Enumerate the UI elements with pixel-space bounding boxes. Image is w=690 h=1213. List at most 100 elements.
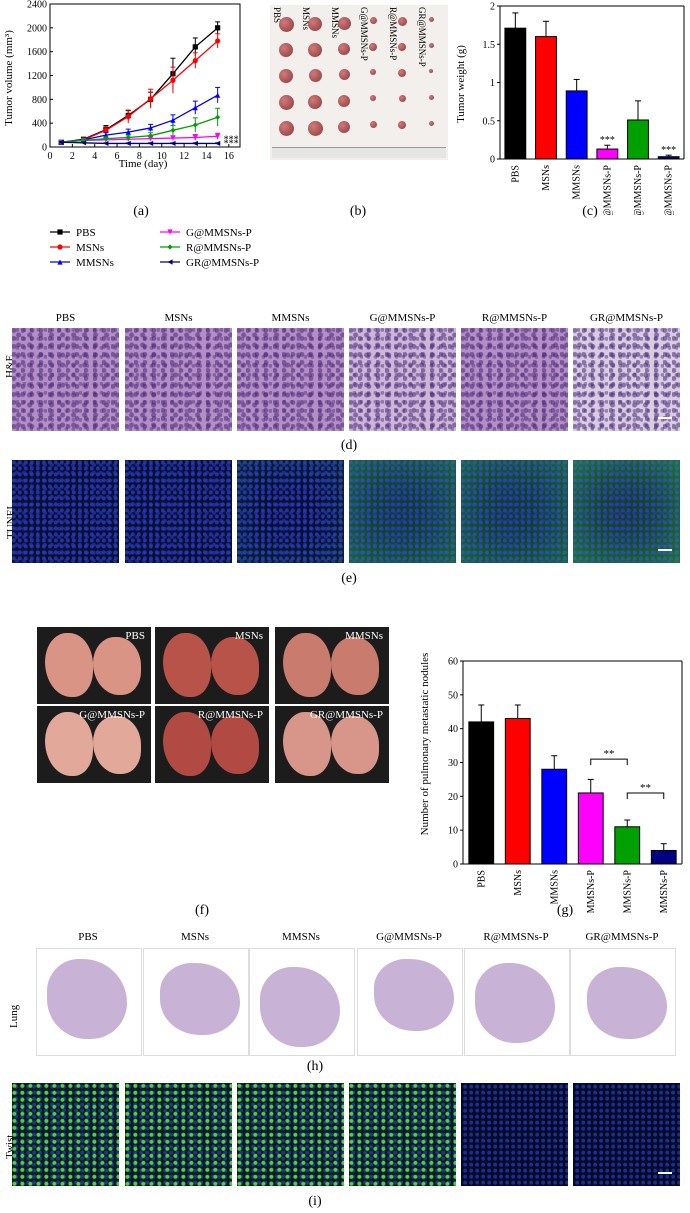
- panel-label-f: (f): [195, 903, 209, 918]
- lung-tissue: [374, 959, 454, 1031]
- twist-image: [349, 1083, 456, 1186]
- lung-lobe: [163, 633, 211, 697]
- legend-label: MSNs: [76, 242, 104, 254]
- panel-label-b: (b): [349, 204, 367, 219]
- chart-a-annotation: ***: [224, 134, 239, 145]
- tumor-specimen: [338, 69, 350, 80]
- chart-g-category-label: MMSNs: [549, 870, 560, 905]
- chart-g-significance-bracket: [626, 792, 665, 799]
- panel-label-g: (g): [556, 903, 574, 918]
- chart-a-point: [125, 129, 131, 135]
- chart-a-point: [103, 140, 109, 147]
- legend-label: R@MMSNs-P: [186, 242, 251, 254]
- chart-g-bar: [614, 826, 641, 865]
- lung-photo: MMSNs: [275, 627, 389, 704]
- chart-a-point: [192, 105, 198, 111]
- chart-c-category-label: R@MMSNs-P: [633, 165, 644, 215]
- tumor-specimen: [429, 69, 433, 73]
- lung-lobe: [45, 712, 93, 776]
- tumor-specimen: [308, 17, 322, 31]
- chart-c-category-label: PBS: [510, 165, 521, 183]
- chart-a-xtick-label: 8: [137, 151, 142, 162]
- tumor-photo-label: GR@MMSNs-P: [417, 7, 427, 67]
- chart-a-series-4: [58, 107, 221, 145]
- chart-a-point: [125, 140, 131, 147]
- chart-g-ytick-label: 60: [448, 657, 458, 668]
- chart-a-point: [192, 122, 198, 128]
- lung-section-image: [357, 948, 463, 1056]
- he-image: [125, 328, 232, 431]
- tumor-specimen: [338, 43, 350, 55]
- chart-g-significance-bracket: [590, 758, 628, 766]
- chart-a-point: [170, 77, 176, 83]
- tumor-specimen: [278, 17, 294, 32]
- scale-bar: [658, 1172, 672, 1174]
- chart-g-bar: [541, 768, 568, 865]
- he-image: [461, 328, 568, 431]
- chart-g-bar: [577, 792, 604, 865]
- lung-photo: MSNs: [155, 627, 269, 704]
- legend-marker: [167, 229, 173, 235]
- chart-a-line: [61, 94, 218, 143]
- legend-marker: [57, 244, 63, 250]
- lung-photo-label: R@MMSNs-P: [197, 709, 263, 721]
- chart-g-bar: [468, 721, 495, 865]
- chart-a-line: [61, 141, 218, 145]
- legend-marker: [167, 244, 173, 250]
- twist-image: [237, 1083, 344, 1186]
- chart-a-point: [147, 96, 154, 102]
- tunel-image: [12, 460, 119, 563]
- ruler: [272, 147, 446, 158]
- he-image: [573, 328, 680, 431]
- lung-column-label: GR@MMSNs-P: [585, 931, 659, 943]
- legend-label: G@MMSNs-P: [186, 227, 252, 239]
- he-image: [237, 328, 344, 431]
- tumor-volume-chart: 0 400 800 1200 1600 2000 2400 0 2 4 6 8 10 12 14 16 ***…: [3, 0, 241, 170]
- chart-a-point: [215, 25, 221, 31]
- twist-image: [573, 1083, 680, 1186]
- chart-a-annotation: ***: [224, 138, 239, 149]
- chart-g-category-label: G@MMSNs-P: [586, 870, 597, 913]
- chart-a-point: [192, 44, 198, 50]
- tunel-image: [349, 460, 456, 563]
- tumor-specimen: [338, 95, 350, 107]
- lung-lobe: [45, 633, 93, 697]
- he-image: [12, 328, 119, 431]
- chart-a-point: [125, 134, 131, 141]
- tumor-specimen: [370, 95, 376, 101]
- panel-label-d: (d): [340, 438, 358, 453]
- lung-lobe: [93, 716, 141, 774]
- chart-a-line: [61, 116, 218, 143]
- lung-section-image: [143, 948, 249, 1056]
- chart-a-point: [192, 134, 198, 141]
- chart-c-ytick-label: 1.5: [483, 40, 496, 51]
- lung-column-label: PBS: [78, 931, 98, 943]
- chart-a-point: [147, 125, 154, 131]
- lung-lobe: [283, 633, 331, 697]
- chart-a-series-1: [58, 33, 221, 145]
- lung-photo: GR@MMSNs-P: [275, 706, 389, 783]
- chart-a-point: [170, 127, 176, 133]
- chart-g-bar: [504, 718, 531, 865]
- tumor-specimen: [428, 121, 434, 126]
- lung-tissue: [160, 963, 240, 1035]
- legend-label: GR@MMSNs-P: [186, 257, 259, 269]
- chart-g-category-label: R@MMSNs-P: [622, 870, 633, 913]
- chart-c-ytick-label: 0.5: [483, 116, 496, 127]
- lung-section-image: [464, 948, 570, 1056]
- chart-g-category-label: PBS: [476, 870, 487, 888]
- chart-c-category-label: MMSNs: [572, 165, 583, 200]
- chart-c-bar: [657, 156, 680, 160]
- chart-a-ytick-label: 800: [32, 95, 47, 106]
- chart-g-ytick-label: 50: [448, 690, 458, 701]
- chart-a-xtick-label: 2: [70, 151, 75, 162]
- tumor-specimen: [307, 121, 323, 136]
- chart-a-line: [61, 40, 219, 143]
- lung-column-label: R@MMSNs-P: [483, 931, 549, 943]
- chart-a-point: [215, 133, 221, 139]
- chart-c-annotation: ***: [661, 145, 676, 156]
- chart-c-bar: [627, 119, 649, 160]
- chart-c-category-label: G@MMSNs-P: [602, 165, 613, 215]
- chart-a-series-5: [58, 139, 221, 147]
- panel-label-i: (i): [308, 1194, 322, 1209]
